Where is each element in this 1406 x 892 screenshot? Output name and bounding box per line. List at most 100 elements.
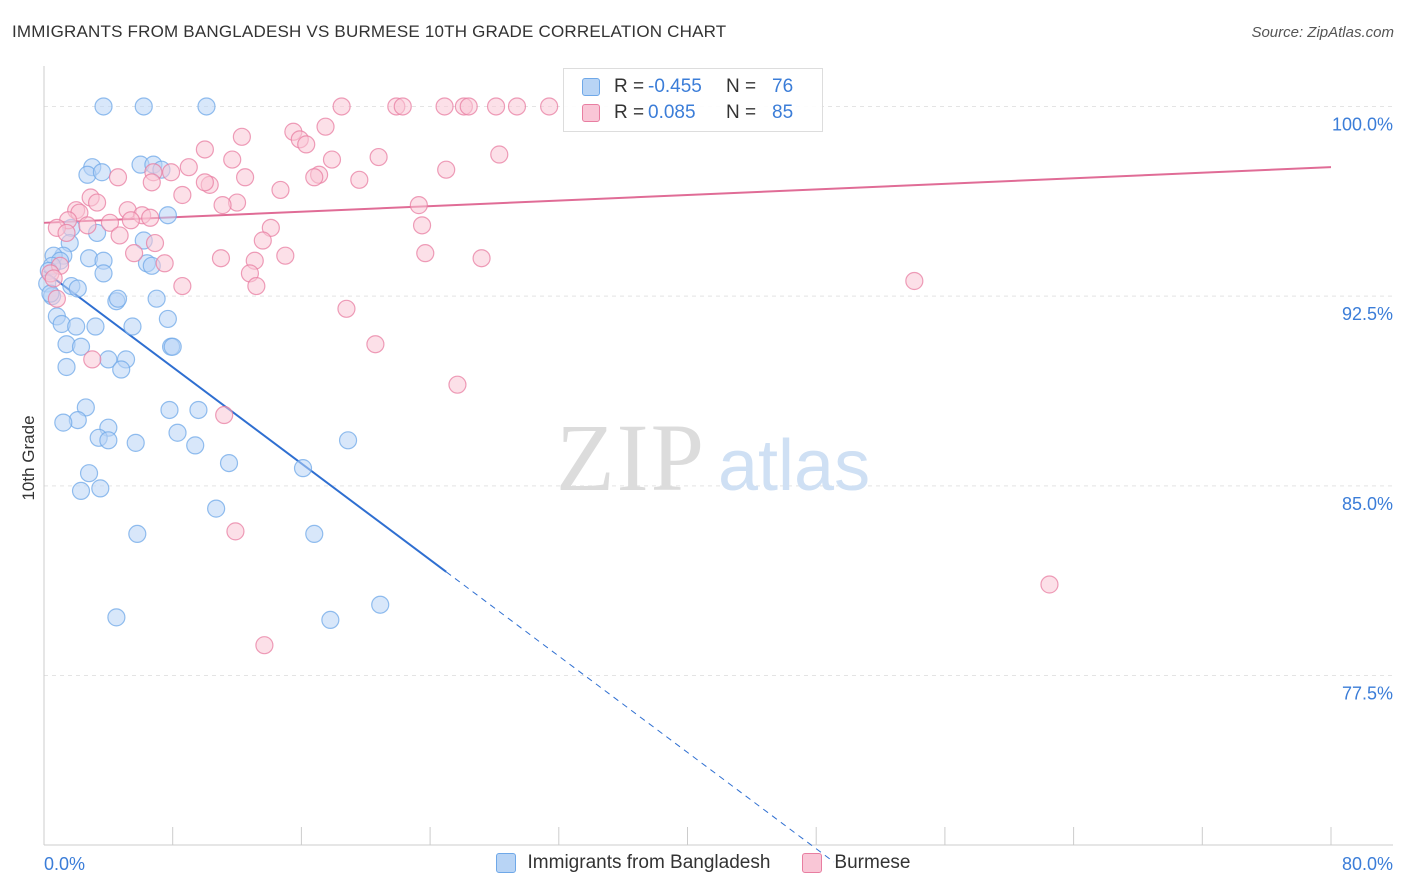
point-burmese [337,299,356,318]
point-burmese [393,97,412,116]
point-burmese [271,180,290,200]
legend-n-value: 76 [772,76,794,97]
point-burmese [223,150,242,169]
point-burmese [253,231,272,250]
point-burmese [161,163,181,182]
point-bangladesh [371,595,390,614]
legend-item-burmese: Burmese [802,852,910,874]
point-burmese [226,522,245,541]
point-bangladesh [71,481,91,501]
point-burmese [459,97,478,116]
trend-line-bangladesh [43,270,447,573]
axes [43,66,1393,846]
legend-swatch-bangladesh [495,853,516,873]
source-label: Source: ZipAtlas.com [1251,24,1394,41]
point-burmese [297,135,316,154]
point-bangladesh [293,459,313,478]
point-burmese [435,97,454,116]
point-bangladesh [108,289,128,308]
y-tick-label: 77.5% [1342,684,1393,704]
point-burmese [332,97,351,116]
legend-n-label: N = [726,76,757,97]
point-burmese [276,246,295,265]
point-bangladesh [68,279,87,298]
legend-r-label: R = [614,76,645,97]
point-burmese [490,145,509,164]
point-bangladesh [123,317,142,336]
point-burmese [108,168,128,187]
point-burmese [540,97,559,116]
point-burmese [179,158,198,177]
trend-lines [43,166,1332,863]
point-burmese [235,168,255,187]
legend-label-bangladesh: Immigrants from Bangladesh [527,852,771,873]
point-burmese [195,173,214,192]
point-burmese [121,211,140,230]
y-tick-label: 85.0% [1342,494,1393,514]
point-bangladesh [197,97,216,116]
watermark: ZIP atlas [556,404,870,511]
point-burmese [173,276,192,296]
point-burmese [145,233,165,253]
point-bangladesh [71,337,91,356]
point-burmese [47,289,66,308]
point-bangladesh [126,433,145,452]
trend-extension-bangladesh [445,571,835,863]
point-bangladesh [112,360,131,379]
point-burmese [100,213,120,232]
point-burmese [472,249,491,268]
legend-row-bangladesh: R = -0.455 N = 76 [582,75,793,99]
point-burmese [78,216,97,235]
point-bangladesh [189,400,208,420]
point-burmese [173,185,192,205]
point-burmese [155,254,174,273]
data-points [38,97,1059,655]
point-burmese [44,269,63,288]
point-burmese [1040,575,1059,594]
point-burmese [141,208,160,227]
point-burmese [247,276,266,296]
point-burmese [350,170,369,189]
point-burmese [142,173,161,192]
point-burmese [83,350,102,369]
point-bangladesh [158,206,177,225]
point-bangladesh [134,97,153,116]
point-burmese [437,160,456,179]
point-bangladesh [219,453,239,473]
point-bangladesh [99,431,118,450]
watermark-zip: ZIP [556,404,706,511]
point-burmese [486,97,506,116]
point-bangladesh [57,357,76,377]
legend-r-label: R = [614,102,645,123]
point-bangladesh [186,436,205,455]
point-burmese [412,216,432,235]
y-tick-label: 100.0% [1332,114,1393,134]
point-bangladesh [305,524,324,544]
point-bangladesh [128,524,147,544]
point-bangladesh [91,479,110,498]
point-burmese [366,335,385,354]
point-burmese [316,117,335,136]
point-bangladesh [147,289,166,308]
point-burmese [416,244,435,263]
legend-row-burmese: R = 0.085 N = 85 [582,101,793,125]
point-burmese [409,196,428,215]
point-burmese [255,636,274,655]
point-burmese [110,226,129,245]
point-burmese [232,127,251,146]
point-bangladesh [67,317,86,336]
point-bangladesh [94,97,113,116]
point-burmese [215,405,234,425]
point-burmese [322,150,342,169]
grid-lines [44,105,1393,677]
point-burmese [905,271,924,291]
watermark-atlas: atlas [718,426,870,506]
point-burmese [305,168,324,187]
point-bangladesh [86,317,105,336]
legend-n-value: 85 [772,102,794,123]
point-bangladesh [94,264,113,283]
x-tick-label-right: 80.0% [1342,854,1393,874]
point-burmese [507,97,527,116]
point-bangladesh [338,431,358,450]
